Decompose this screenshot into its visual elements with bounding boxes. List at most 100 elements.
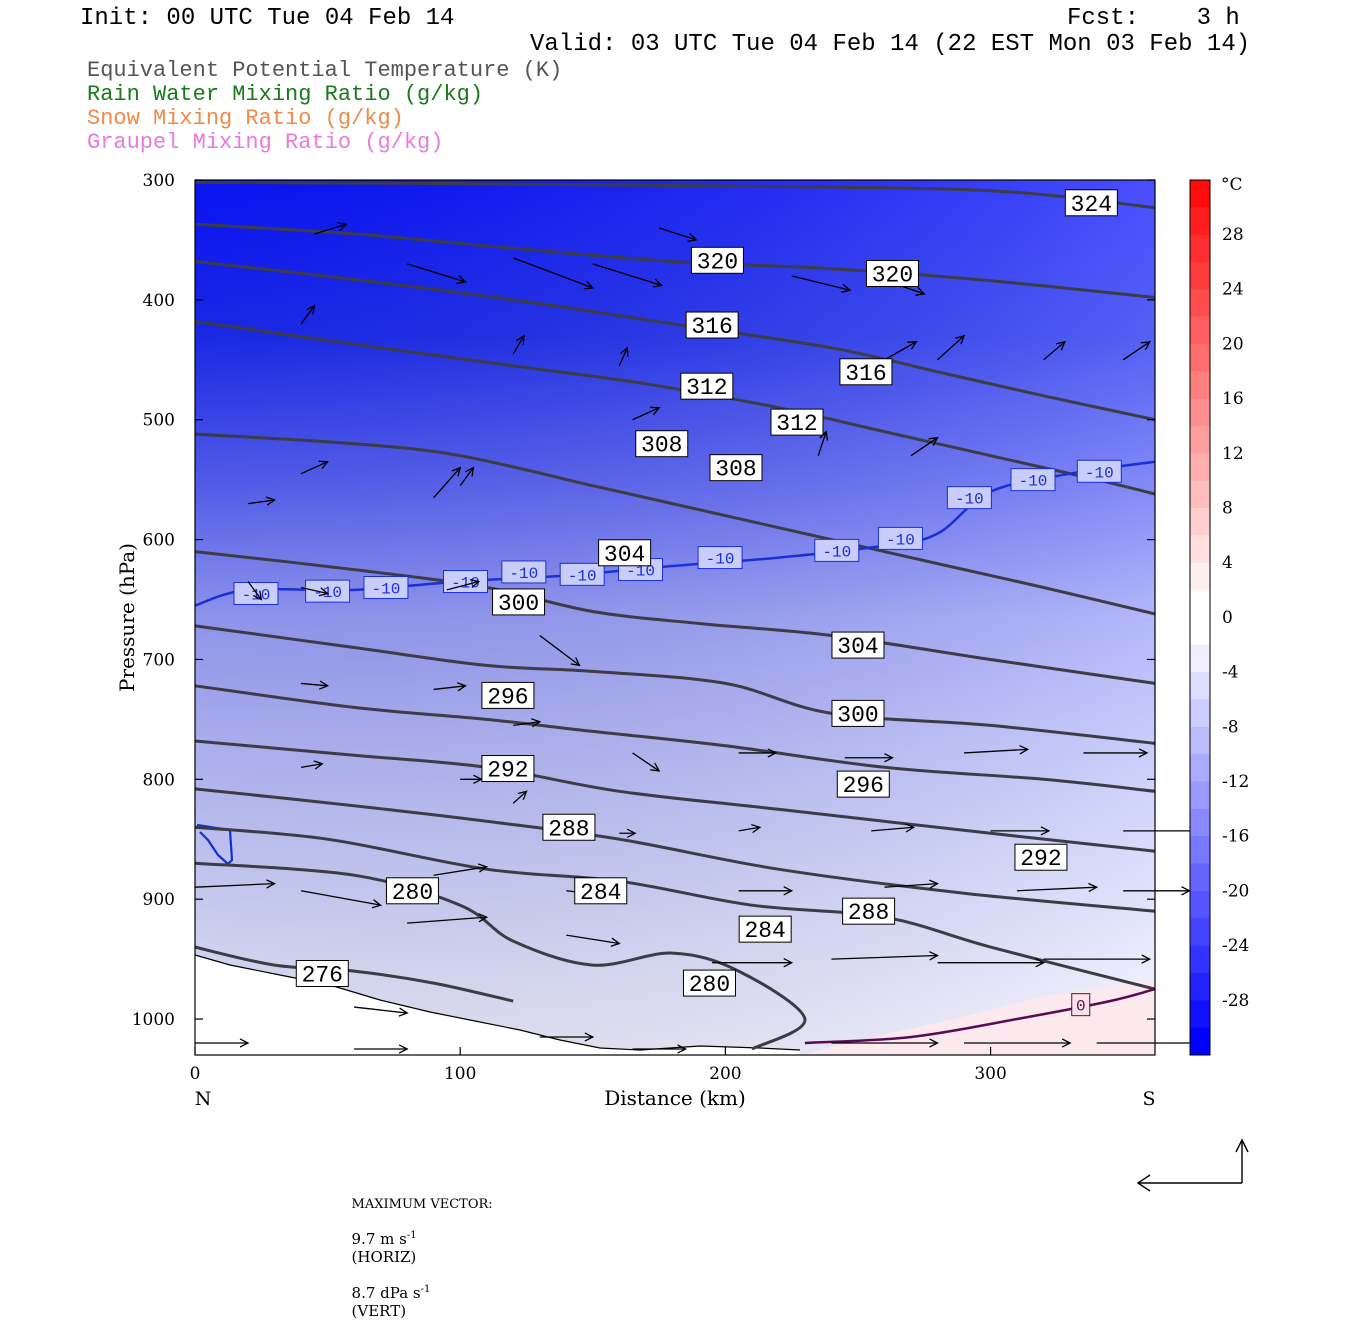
wind-vector <box>884 341 918 361</box>
x-right-end-label: S <box>1142 1088 1155 1110</box>
svg-text:-10: -10 <box>372 581 401 599</box>
x-axis-title: Distance (km) <box>604 1086 746 1110</box>
svg-text:-10: -10 <box>1085 464 1114 482</box>
wind-vector <box>354 1044 409 1054</box>
svg-text:0: 0 <box>1076 998 1086 1016</box>
colorbar-bin <box>1190 207 1210 236</box>
vert-value: 8.7 dPa s <box>351 1284 421 1302</box>
forecast-hour: Fcst: 3 h <box>1067 5 1240 32</box>
wind-vector <box>539 1032 595 1042</box>
wind-vector <box>910 436 939 457</box>
thetae-label-308: 308 <box>709 454 763 483</box>
isotherm-minus10-label: -10 <box>363 576 409 600</box>
thetae-label-300: 300 <box>831 699 885 728</box>
terrain-line <box>194 954 801 1051</box>
svg-text:292: 292 <box>487 758 528 784</box>
plot-area: -10 -10 -10 -10 -10 -10 -10 -10 -10 -10 -10 -10 -10 0… <box>194 179 1205 1056</box>
svg-text:284: 284 <box>580 880 621 906</box>
colorbar-bin <box>1190 234 1210 263</box>
colorbar-frame <box>1189 179 1211 1056</box>
y-tick-label: 300 <box>143 171 175 191</box>
thetae-contour-300 <box>194 624 1156 745</box>
thetae-label-288: 288 <box>542 813 596 842</box>
svg-text:320: 320 <box>697 249 738 275</box>
thetae-label-320: 320 <box>690 246 744 275</box>
colorbar-bin <box>1190 344 1210 372</box>
colorbar-tick-label: 24 <box>1222 280 1244 300</box>
wind-vector <box>301 680 330 690</box>
colorbar-bin <box>1190 508 1210 536</box>
colorbar-tick-label: -16 <box>1222 827 1249 847</box>
colorbar-tick-label: 12 <box>1222 444 1244 464</box>
thetae-contour-308 <box>194 432 1156 616</box>
wind-vector <box>884 879 939 889</box>
init-time: Init: 00 UTC Tue 04 Feb 14 <box>80 5 455 32</box>
svg-text:288: 288 <box>848 900 889 926</box>
colorbar-tick-label: 20 <box>1222 334 1244 354</box>
isotherm-minus10-label: -10 <box>1076 459 1122 483</box>
wind-vector <box>791 275 852 293</box>
colorbar-bin <box>1190 180 1210 208</box>
thetae-label-280: 280 <box>385 877 439 906</box>
svg-text:320: 320 <box>872 262 913 288</box>
wind-vector <box>990 826 1051 836</box>
isotherm-minus10-label: -10 <box>814 538 860 562</box>
svg-text:-10: -10 <box>955 491 984 509</box>
horiz-unit: (HORIZ) <box>351 1248 417 1266</box>
wind-vector <box>512 334 525 355</box>
colorbar-tick-label: -12 <box>1222 772 1249 792</box>
wind-vector <box>300 304 316 325</box>
thetae-contour-276 <box>194 945 514 1003</box>
isotherm-minus10-label: -10 <box>877 526 923 550</box>
colorbar-bin <box>1190 289 1210 318</box>
y-tick-label: 1000 <box>132 1010 175 1030</box>
colorbar-bin <box>1190 371 1210 400</box>
svg-text:-10: -10 <box>568 567 597 585</box>
svg-text:296: 296 <box>843 773 884 799</box>
thetae-contour-280 <box>194 861 807 1051</box>
colorbar-tick-label: 8 <box>1222 499 1233 519</box>
isotherm-zero-label: 0 <box>1071 993 1091 1017</box>
terrain-below-ground <box>195 955 800 1055</box>
wind-vector <box>459 466 475 487</box>
colorbar-bin <box>1190 726 1210 755</box>
wind-vector <box>446 578 481 591</box>
field-title-snow: Snow Mixing Ratio (g/kg) <box>87 106 404 131</box>
wind-vector <box>937 334 966 361</box>
thetae-label-320: 320 <box>865 259 919 288</box>
isotherm-minus10-label: -10 <box>442 570 488 594</box>
thetae-contour-292 <box>194 739 1156 853</box>
colorbar-bin <box>1190 1000 1210 1029</box>
colorbar-bin <box>1190 918 1210 947</box>
svg-text:312: 312 <box>776 411 817 437</box>
wind-vector <box>632 1044 688 1054</box>
colorbar-bin <box>1190 863 1210 892</box>
svg-text:-10: -10 <box>626 563 655 581</box>
svg-text:304: 304 <box>837 634 878 660</box>
wind-vector <box>354 1006 409 1017</box>
wind-vector <box>738 823 762 834</box>
colorbar-bin <box>1190 890 1210 919</box>
y-tick-label: 400 <box>143 291 175 311</box>
wind-vector <box>964 1038 1072 1048</box>
wind-vector <box>1043 954 1152 964</box>
colorbar-tick-label: 16 <box>1222 389 1244 409</box>
wind-vector <box>513 257 595 290</box>
wind-vector <box>632 406 661 421</box>
svg-text:308: 308 <box>715 457 756 483</box>
wind-vector <box>247 581 263 601</box>
thetae-label-296: 296 <box>836 770 890 799</box>
wind-vector <box>1017 882 1099 893</box>
svg-text:284: 284 <box>744 918 785 944</box>
colorbar-bin <box>1190 316 1210 345</box>
colorbar-tick-label: 0 <box>1222 608 1233 628</box>
svg-text:280: 280 <box>689 972 730 998</box>
y-tick-label: 600 <box>143 531 175 551</box>
valid-time: Valid: 03 UTC Tue 04 Feb 14 (22 EST Mon … <box>530 31 1251 58</box>
wind-vector <box>247 496 277 506</box>
colorbar-tick-label: -20 <box>1222 881 1249 901</box>
svg-text:300: 300 <box>837 702 878 728</box>
colorbar-bin <box>1190 644 1210 673</box>
svg-text:-10: -10 <box>451 575 480 593</box>
wind-vector <box>658 227 698 243</box>
